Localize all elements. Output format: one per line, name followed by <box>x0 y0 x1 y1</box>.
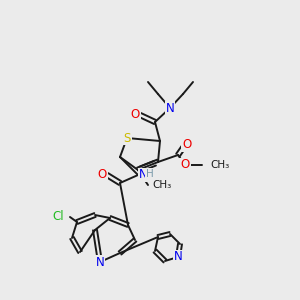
Text: Cl: Cl <box>52 211 64 224</box>
Text: O: O <box>182 139 192 152</box>
Text: N: N <box>166 101 174 115</box>
Text: CH₃: CH₃ <box>152 180 171 190</box>
Text: H: H <box>146 169 154 179</box>
Text: N: N <box>174 250 182 263</box>
Text: O: O <box>130 109 140 122</box>
Text: O: O <box>98 169 106 182</box>
Text: O: O <box>180 158 190 172</box>
Text: N: N <box>139 169 147 182</box>
Text: CH₃: CH₃ <box>210 160 229 170</box>
Text: N: N <box>96 256 104 268</box>
Text: S: S <box>123 131 131 145</box>
